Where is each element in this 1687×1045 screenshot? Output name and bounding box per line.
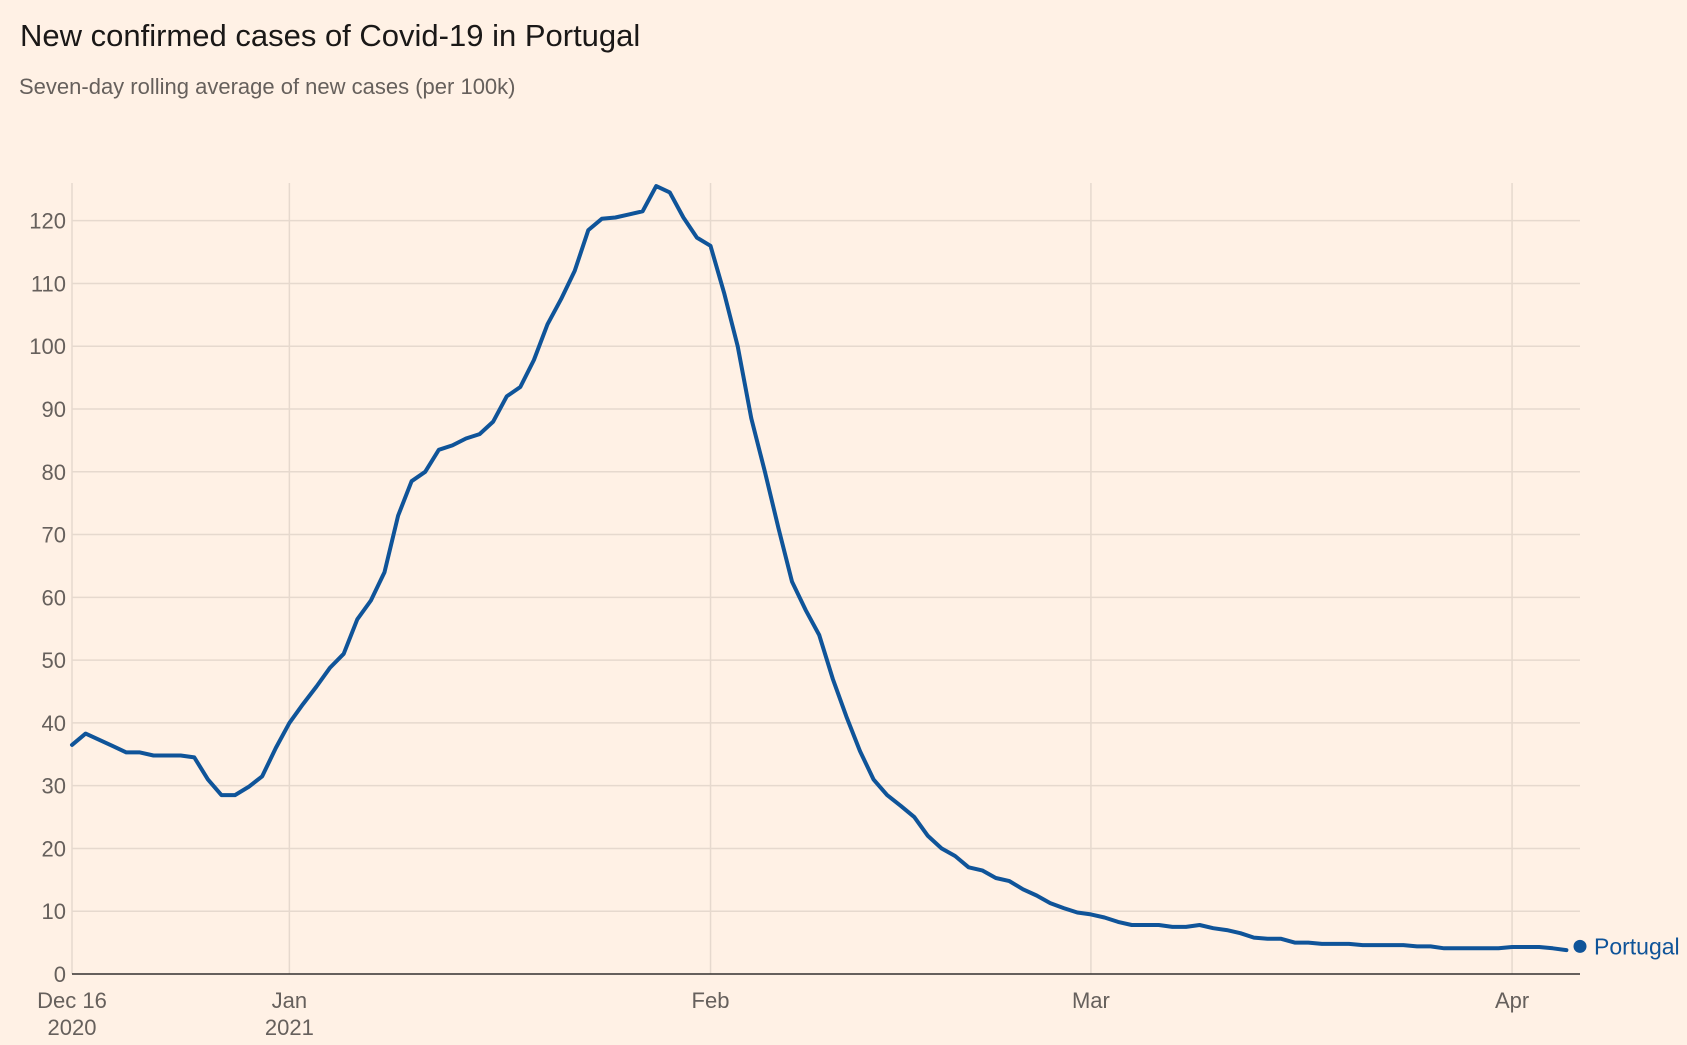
x-tick-label: Feb [692, 988, 730, 1013]
y-tick-label: 60 [42, 585, 66, 610]
vertical-gridlines [71, 183, 1513, 974]
series-line-portugal [70, 184, 1569, 953]
y-tick-label: 20 [42, 836, 66, 861]
y-tick-label: 40 [42, 711, 66, 736]
series-end-label: Portugal [1594, 933, 1680, 959]
x-tick-sublabel: 2020 [48, 1015, 97, 1040]
y-tick-label: 0 [54, 962, 66, 987]
x-tick-label: Jan [272, 988, 307, 1013]
y-tick-label: 10 [42, 899, 66, 924]
y-tick-label: 90 [42, 397, 66, 422]
y-tick-label: 50 [42, 648, 66, 673]
y-axis-tick-labels: 0 10 20 30 40 50 60 70 80 90 100 110 120 [29, 209, 66, 987]
x-tick-label: Apr [1495, 988, 1529, 1013]
x-tick-label: Mar [1072, 988, 1110, 1013]
y-tick-label: 30 [42, 774, 66, 799]
y-tick-label: 80 [42, 460, 66, 485]
y-tick-label: 120 [29, 209, 66, 234]
x-tick-label: Dec 16 [37, 988, 107, 1013]
y-tick-label: 70 [42, 523, 66, 548]
x-tick-sublabel: 2021 [265, 1015, 314, 1040]
series-layer: Portugal [70, 184, 1680, 959]
series-end-marker [1573, 939, 1587, 953]
chart-title: New confirmed cases of Covid-19 in Portu… [20, 18, 641, 53]
chart-subtitle: Seven-day rolling average of new cases (… [19, 74, 516, 99]
horizontal-gridlines [72, 219, 1580, 975]
y-tick-label: 100 [29, 334, 66, 359]
y-tick-label: 110 [31, 271, 66, 296]
